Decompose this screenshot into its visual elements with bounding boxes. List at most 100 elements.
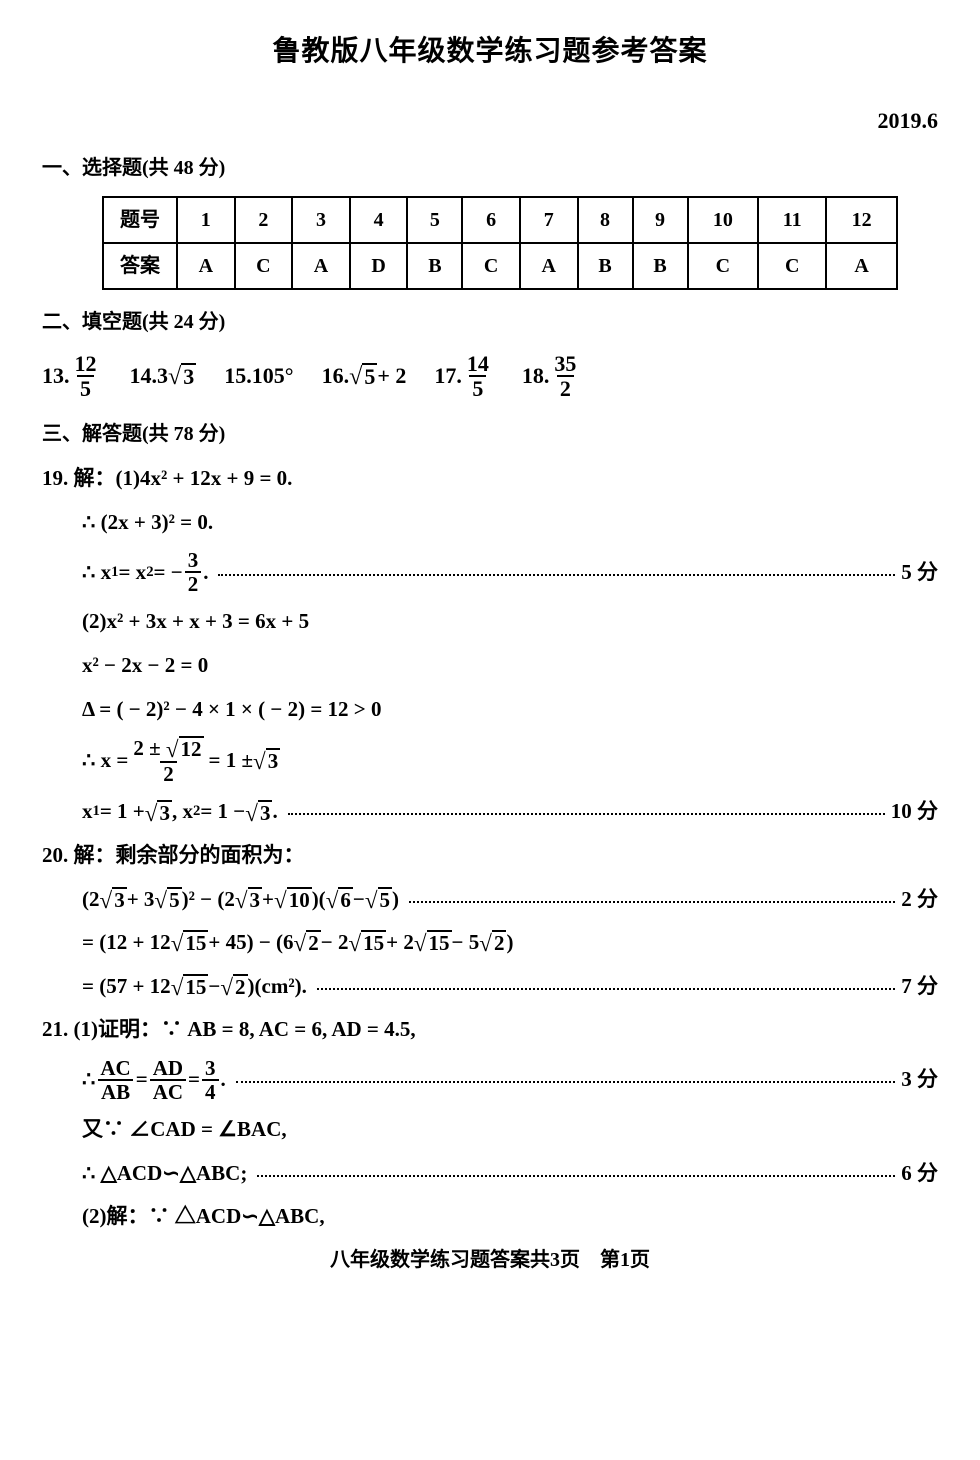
text: = 1 − [200,795,245,829]
col-num: 11 [758,197,826,243]
text: − 2 [321,926,349,960]
radicand: 2 [306,930,321,955]
points: 2 分 [901,883,938,917]
radicand: 15 [427,930,452,955]
section2-heading: 二、填空题(共 24 分) [42,306,938,338]
answer-cell: C [688,243,759,289]
radical-icon: √ [414,932,427,957]
radicand: 15 [361,930,386,955]
text: + [262,883,274,917]
points: 7 分 [901,970,938,1004]
radicand: 2 [233,974,248,999]
answer-cell: C [235,243,293,289]
text: ∴ x = [82,744,128,778]
subscript: 2 [146,561,153,585]
text: ) [506,926,513,960]
col-num: 7 [520,197,578,243]
table-row: 答案 A C A D B C A B B C C A [103,243,897,289]
denominator: 5 [469,375,486,400]
q20-line: = (12 + 12√15 + 45) − (6√2 − 2√15 + 2√15… [42,926,938,960]
radicand: 3 [266,748,281,773]
label: 18. [522,358,550,393]
q20-line: 20. 解：剩余部分的面积为： [42,839,938,873]
radical-icon: √ [479,932,492,957]
radical-icon: √ [220,976,233,1001]
denominator: AB [98,1079,133,1103]
answer-cell: A [177,243,235,289]
section1-heading: 一、选择题(共 48 分) [42,152,938,184]
radicand: 5 [378,887,393,912]
q21-line: ∴ ACAB = ADAC = 34 . 3 分 [42,1057,938,1103]
radical-icon: √ [245,801,258,826]
text: = 1 + [100,795,145,829]
answer-cell: C [462,243,520,289]
radical-icon: √ [365,889,378,914]
radicand: 3 [248,887,263,912]
radical-icon: √ [166,738,179,763]
text: = 1 ± [209,744,254,778]
subscript: 1 [93,800,100,824]
col-num: 5 [407,197,462,243]
radicand: 3 [258,800,273,825]
page-title: 鲁教版八年级数学练习题参考答案 [42,30,938,75]
col-num: 8 [578,197,633,243]
value: 105° [252,358,294,393]
radical-icon: √ [145,801,158,826]
q19-line: ∴ x = 2 ± √122 = 1 ± √ 3 [42,736,938,785]
answer-cell: B [407,243,462,289]
radical-icon: √ [168,365,181,391]
label: 16. [322,358,350,393]
answer-cell: C [758,243,826,289]
text: = (12 + 12 [82,926,171,960]
text: ) [392,883,399,917]
row-header: 答案 [103,243,177,289]
dotted-leader [257,1164,895,1177]
radicand: 6 [338,887,353,912]
label: 14. [130,358,158,393]
dotted-leader [317,977,895,990]
text: x [82,795,93,829]
numerator: 3 [202,1057,219,1079]
radical-icon: √ [154,889,167,914]
text: = [136,1063,148,1097]
denominator: 2 [160,761,177,785]
col-num: 12 [826,197,897,243]
numerator: 12 [72,352,100,375]
table-row: 题号 1 2 3 4 5 6 7 8 9 10 11 12 [103,197,897,243]
points: 5 分 [901,556,938,590]
dotted-leader [236,1071,896,1084]
col-num: 1 [177,197,235,243]
text: + 3 [127,883,155,917]
text: )(cm²). [248,970,307,1004]
dotted-leader [218,563,895,576]
text: , x [172,795,193,829]
answer-cell: A [292,243,350,289]
dotted-leader [288,803,885,816]
text: − [208,970,220,1004]
page-date: 2019.6 [42,103,938,138]
text: )² − (2 [182,883,235,917]
text: ∴ △ACD∽△ABC; [82,1157,247,1191]
radical-icon: √ [235,889,248,914]
text: . [221,1063,226,1097]
answer-table-wrap: 题号 1 2 3 4 5 6 7 8 9 10 11 12 答案 A C A D… [42,196,938,290]
points: 6 分 [901,1157,938,1191]
answer-cell: B [578,243,633,289]
text: = (57 + 12 [82,970,171,1004]
text: = − [154,556,183,590]
radical-icon: √ [326,889,339,914]
label: 17. [434,358,462,393]
radical-icon: √ [349,365,362,391]
fill-15: 15. 105° [224,352,293,400]
radical-icon: √ [100,889,113,914]
q21-line: 又∵ ∠CAD = ∠BAC, [42,1113,938,1147]
numerator: 35 [551,352,579,375]
col-num: 6 [462,197,520,243]
plus: + 2 [377,358,406,393]
col-num: 2 [235,197,293,243]
text: − 5 [452,926,480,960]
numerator: 2 ± √12 [130,736,206,761]
q19-line: ∴ (2x + 3)² = 0. [42,506,938,540]
label: 15. [224,358,252,393]
text: . [203,556,208,590]
